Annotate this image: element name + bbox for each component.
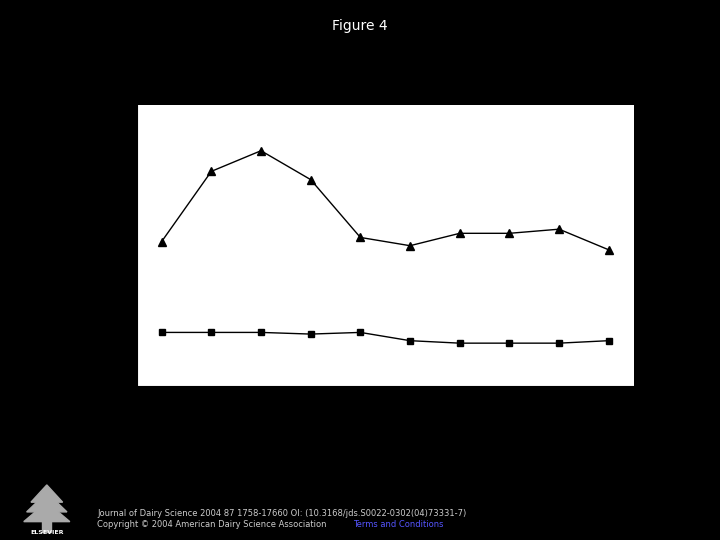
Text: Terms and Conditions: Terms and Conditions (353, 520, 444, 529)
Bar (42, 521, 51, 532)
Text: ELSEVIER: ELSEVIER (30, 530, 63, 535)
Y-axis label: Vaccenic acid
g/100 g fatty acids: Vaccenic acid g/100 g fatty acids (69, 180, 99, 311)
Polygon shape (24, 502, 70, 522)
Polygon shape (31, 485, 63, 502)
Text: Copyright © 2004 American Dairy Science Association: Copyright © 2004 American Dairy Science … (97, 520, 329, 529)
Text: Journal of Dairy Science 2004 87 1758-17660 OI: (10.3168/jds.S0022-0302(04)73331: Journal of Dairy Science 2004 87 1758-17… (97, 509, 467, 518)
X-axis label: Week: Week (361, 414, 409, 429)
Text: Figure 4: Figure 4 (332, 19, 388, 33)
Polygon shape (27, 492, 67, 512)
